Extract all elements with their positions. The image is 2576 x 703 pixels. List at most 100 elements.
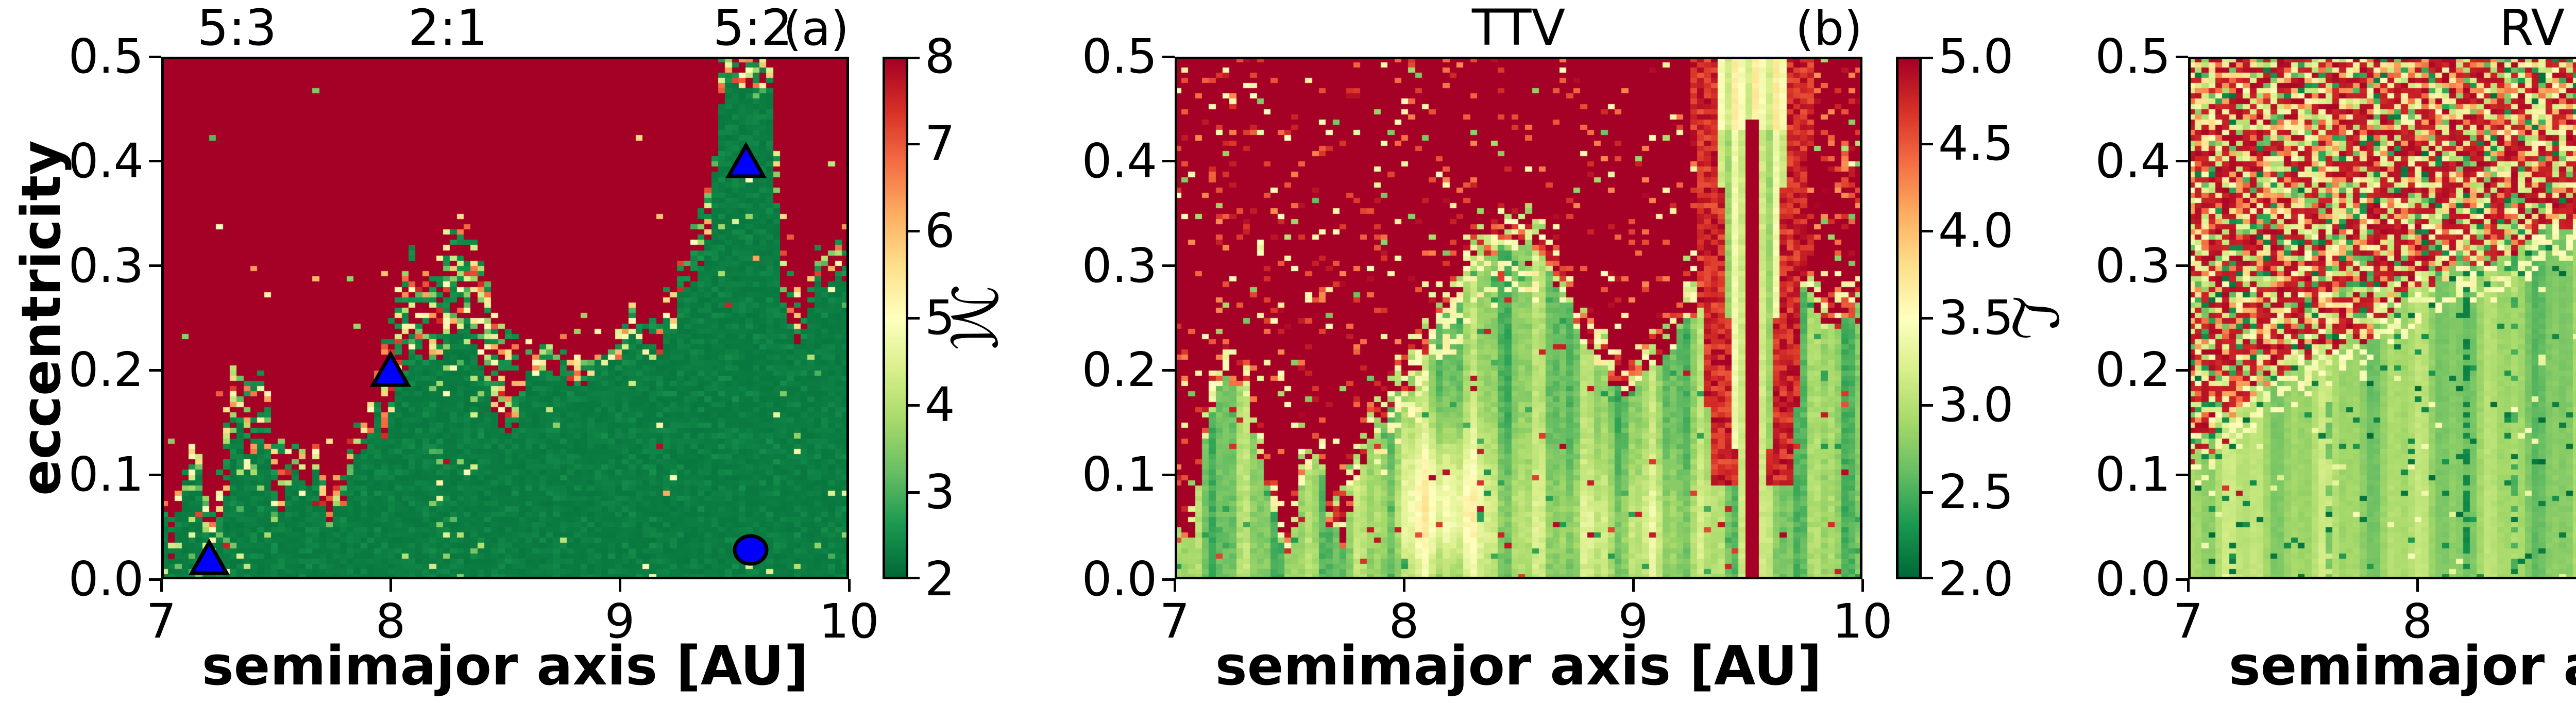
resonance-label-5-2: 5:2 xyxy=(713,0,793,57)
colorbar xyxy=(883,57,908,579)
y-tick-label: 0.1 xyxy=(1081,447,1157,503)
x-axis-label-c: semimajor axis [AU] xyxy=(2228,634,2576,697)
triangle-marker-icon xyxy=(725,141,767,178)
y-tick-mark xyxy=(1162,160,1175,163)
y-tick-mark xyxy=(1162,578,1175,581)
y-tick-label: 0.3 xyxy=(68,238,144,293)
colorbar-tick-label: 2 xyxy=(925,551,955,607)
colorbar-tick-mark xyxy=(1922,577,1933,579)
x-tick-mark xyxy=(389,579,392,592)
y-tick-label: 0.3 xyxy=(2095,238,2171,293)
heatmap-panel-a xyxy=(161,57,849,579)
y-tick-label: 0.0 xyxy=(2095,551,2171,607)
marker-triangle xyxy=(723,138,769,185)
y-tick-mark xyxy=(149,369,161,372)
y-tick-mark xyxy=(2176,578,2188,581)
y-tick-mark xyxy=(1162,473,1175,476)
colorbar-tick-label: 3.0 xyxy=(1938,377,2014,432)
x-tick-label: 7 xyxy=(146,594,177,649)
y-tick-label: 0.4 xyxy=(68,133,144,189)
x-tick-label: 9 xyxy=(1618,594,1649,649)
marker-triangle xyxy=(367,347,414,393)
panel-c-title: RV xyxy=(2499,0,2565,57)
x-axis-label-b: semimajor axis [AU] xyxy=(1215,634,1822,697)
x-tick-mark xyxy=(160,579,163,592)
colorbar-tick-label: 4.5 xyxy=(1938,116,2014,171)
x-tick-mark xyxy=(2187,579,2190,592)
y-tick-label: 0.5 xyxy=(68,29,144,84)
colorbar-tick-mark xyxy=(1922,491,1933,494)
colorbar-tick-label: 5 xyxy=(925,290,955,345)
y-tick-mark xyxy=(2176,55,2188,58)
y-tick-mark xyxy=(149,55,161,58)
y-tick-label: 0.2 xyxy=(1081,342,1157,398)
x-tick-label: 7 xyxy=(1159,594,1190,649)
y-tick-mark xyxy=(2176,264,2188,267)
colorbar-tick-mark xyxy=(1922,57,1933,59)
heatmap-panel-c xyxy=(2188,57,2576,579)
y-tick-label: 0.1 xyxy=(68,447,144,503)
marker-circle xyxy=(727,527,774,573)
colorbar-label: ℳ xyxy=(937,284,1009,352)
colorbar-tick-label: 3 xyxy=(925,464,955,520)
x-tick-mark xyxy=(1173,579,1176,592)
colorbar-tick-label: 4 xyxy=(925,377,955,432)
colorbar-tick-label: 5.0 xyxy=(1938,29,2014,84)
colorbar-tick-label: 7 xyxy=(925,116,955,171)
panel-b-title: TTV xyxy=(1471,0,1566,57)
colorbar-tick-label: 8 xyxy=(925,29,955,84)
y-tick-label: 0.1 xyxy=(2095,447,2171,503)
colorbar xyxy=(1896,57,1922,579)
colorbar-tick-mark xyxy=(908,229,920,232)
colorbar-tick-label: 3.5 xyxy=(1938,290,2014,345)
y-tick-mark xyxy=(2176,160,2188,163)
x-tick-label: 8 xyxy=(2402,594,2433,649)
colorbar-tick-mark xyxy=(1922,404,1933,407)
x-tick-mark xyxy=(1632,579,1635,592)
y-tick-label: 0.3 xyxy=(1081,238,1157,293)
colorbar-tick-mark xyxy=(1922,229,1933,232)
colorbar-tick-label: 2.0 xyxy=(1938,551,2014,607)
y-tick-mark xyxy=(1162,369,1175,372)
colorbar-tick-mark xyxy=(908,404,920,407)
colorbar-tick-label: 4.0 xyxy=(1938,203,2014,258)
colorbar-tick-mark xyxy=(1922,316,1933,320)
y-tick-label: 0.2 xyxy=(68,342,144,398)
colorbar-tick-label: 6 xyxy=(925,203,955,258)
panel-a-corner-label: (a) xyxy=(783,1,849,56)
y-tick-mark xyxy=(1162,55,1175,58)
y-tick-mark xyxy=(1162,264,1175,267)
y-tick-label: 0.5 xyxy=(1081,29,1157,84)
y-axis-label: eccentricity xyxy=(10,140,73,496)
colorbar-tick-mark xyxy=(908,491,920,494)
resonance-label-2-1: 2:1 xyxy=(408,0,488,57)
colorbar-tick-mark xyxy=(908,142,920,145)
y-tick-mark xyxy=(149,264,161,267)
y-tick-mark xyxy=(2176,369,2188,372)
y-tick-label: 0.5 xyxy=(2095,29,2171,84)
x-tick-mark xyxy=(1861,579,1864,592)
x-tick-label: 10 xyxy=(819,594,879,649)
marker-triangle xyxy=(186,535,232,581)
circle-marker-icon xyxy=(733,534,769,566)
heatmap-panel-b xyxy=(1175,57,1862,579)
resonance-label-5-3: 5:3 xyxy=(197,0,277,57)
x-tick-label: 8 xyxy=(1388,594,1419,649)
x-tick-label: 9 xyxy=(604,594,635,649)
y-tick-label: 0.0 xyxy=(68,551,144,607)
panel-b-corner-label: (b) xyxy=(1795,1,1862,56)
colorbar-tick-mark xyxy=(1922,142,1933,145)
y-tick-mark xyxy=(149,160,161,163)
x-tick-mark xyxy=(2416,579,2419,592)
colorbar-tick-mark xyxy=(908,316,920,320)
colorbar-label: ℒ xyxy=(1998,295,2070,341)
y-tick-label: 0.4 xyxy=(2095,133,2171,189)
x-tick-label: 10 xyxy=(1832,594,1893,649)
x-axis-label-a: semimajor axis [AU] xyxy=(201,634,809,697)
y-tick-mark xyxy=(149,578,161,581)
colorbar-tick-mark xyxy=(908,577,920,579)
x-tick-mark xyxy=(848,579,851,592)
x-tick-mark xyxy=(1402,579,1405,592)
y-tick-label: 0.0 xyxy=(1081,551,1157,607)
